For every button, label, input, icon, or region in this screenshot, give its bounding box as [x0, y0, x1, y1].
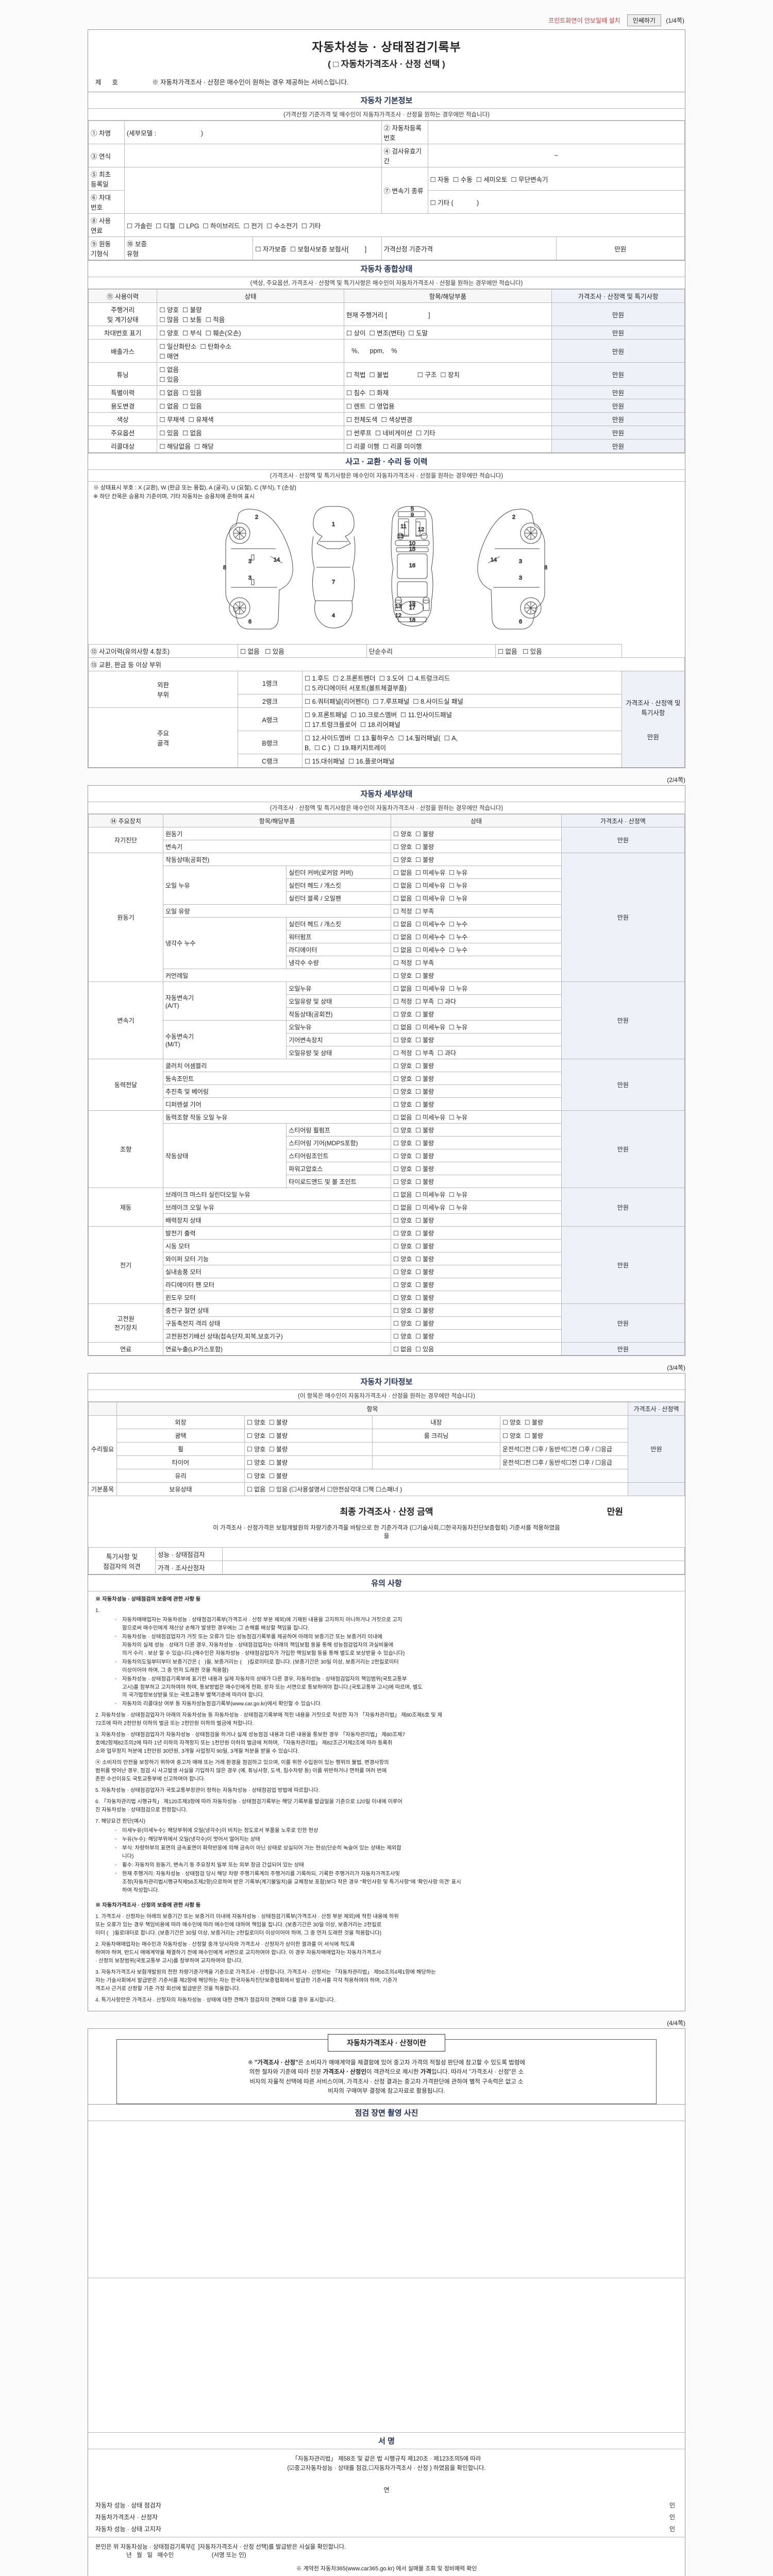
svg-text:3: 3: [519, 558, 522, 565]
svg-text:1: 1: [332, 521, 335, 528]
svg-text:13: 13: [397, 533, 404, 539]
svg-text:6: 6: [248, 619, 251, 625]
svg-text:8: 8: [223, 565, 226, 571]
svg-text:3: 3: [248, 558, 251, 565]
svg-text:8: 8: [544, 565, 547, 571]
svg-text:3: 3: [519, 575, 522, 581]
svg-text:2: 2: [255, 514, 258, 520]
svg-text:4: 4: [332, 613, 335, 619]
svg-text:16: 16: [409, 563, 415, 569]
svg-text:3: 3: [248, 575, 251, 581]
svg-text:6: 6: [519, 619, 522, 625]
svg-text:11: 11: [400, 523, 406, 530]
svg-text:12: 12: [418, 527, 424, 533]
svg-text:5: 5: [411, 506, 414, 512]
svg-text:15: 15: [409, 546, 415, 552]
svg-text:17: 17: [409, 605, 415, 611]
svg-text:14: 14: [491, 557, 497, 563]
svg-text:14: 14: [274, 557, 280, 563]
svg-text:18: 18: [409, 617, 415, 623]
svg-text:9: 9: [411, 512, 414, 518]
svg-text:7: 7: [332, 579, 335, 585]
svg-text:12: 12: [395, 613, 401, 619]
svg-text:2: 2: [512, 514, 515, 520]
svg-text:13: 13: [395, 603, 401, 609]
